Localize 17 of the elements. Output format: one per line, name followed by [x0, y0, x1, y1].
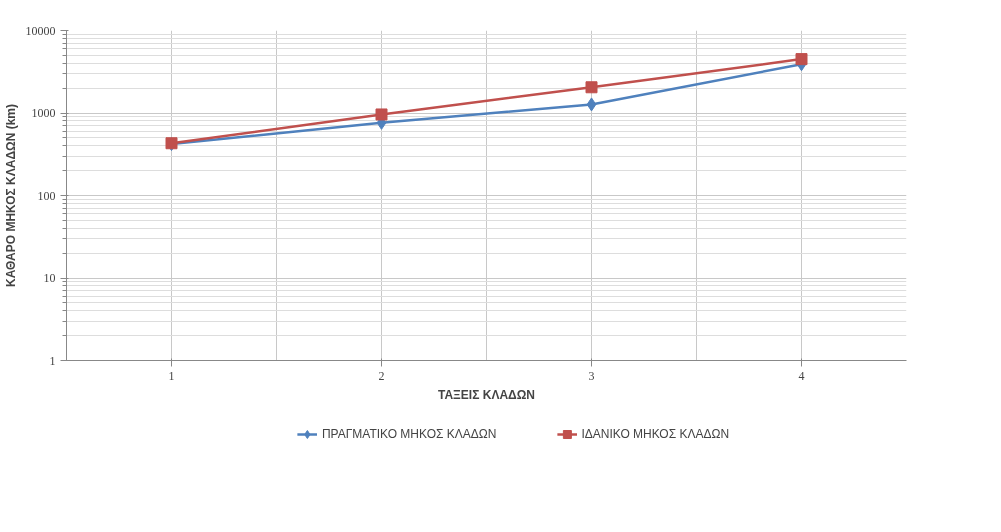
x-tick-label: 3: [588, 368, 595, 383]
y-axis-title: ΚΑΘΑΡΟ ΜΗΚΟΣ ΚΛΑΔΩΝ (km): [3, 104, 18, 287]
y-tick-label: 100: [37, 188, 56, 203]
y-tick-label: 10: [43, 271, 56, 285]
point: [375, 108, 388, 121]
legend-label: ΠΡΑΓΜΑΤΙΚΟ ΜΗΚΟΣ ΚΛΑΔΩΝ: [321, 427, 497, 441]
legend-label: ΙΔΑΝΙΚΟ ΜΗΚΟΣ ΚΛΑΔΩΝ: [581, 427, 730, 441]
point: [585, 81, 598, 94]
point: [586, 97, 597, 112]
x-axis-title: ΤΑΞΕΙΣ ΚΛΑΔΩΝ: [438, 387, 535, 402]
x-tick-label: 1: [168, 368, 175, 383]
x-tick-label: 4: [798, 368, 805, 383]
y-tick-label: 1000: [31, 106, 56, 120]
x-tick-label: 2: [378, 368, 385, 383]
y-tick-label: 1: [49, 353, 56, 368]
y-tick-label: 10000: [25, 23, 56, 38]
point: [795, 53, 808, 66]
